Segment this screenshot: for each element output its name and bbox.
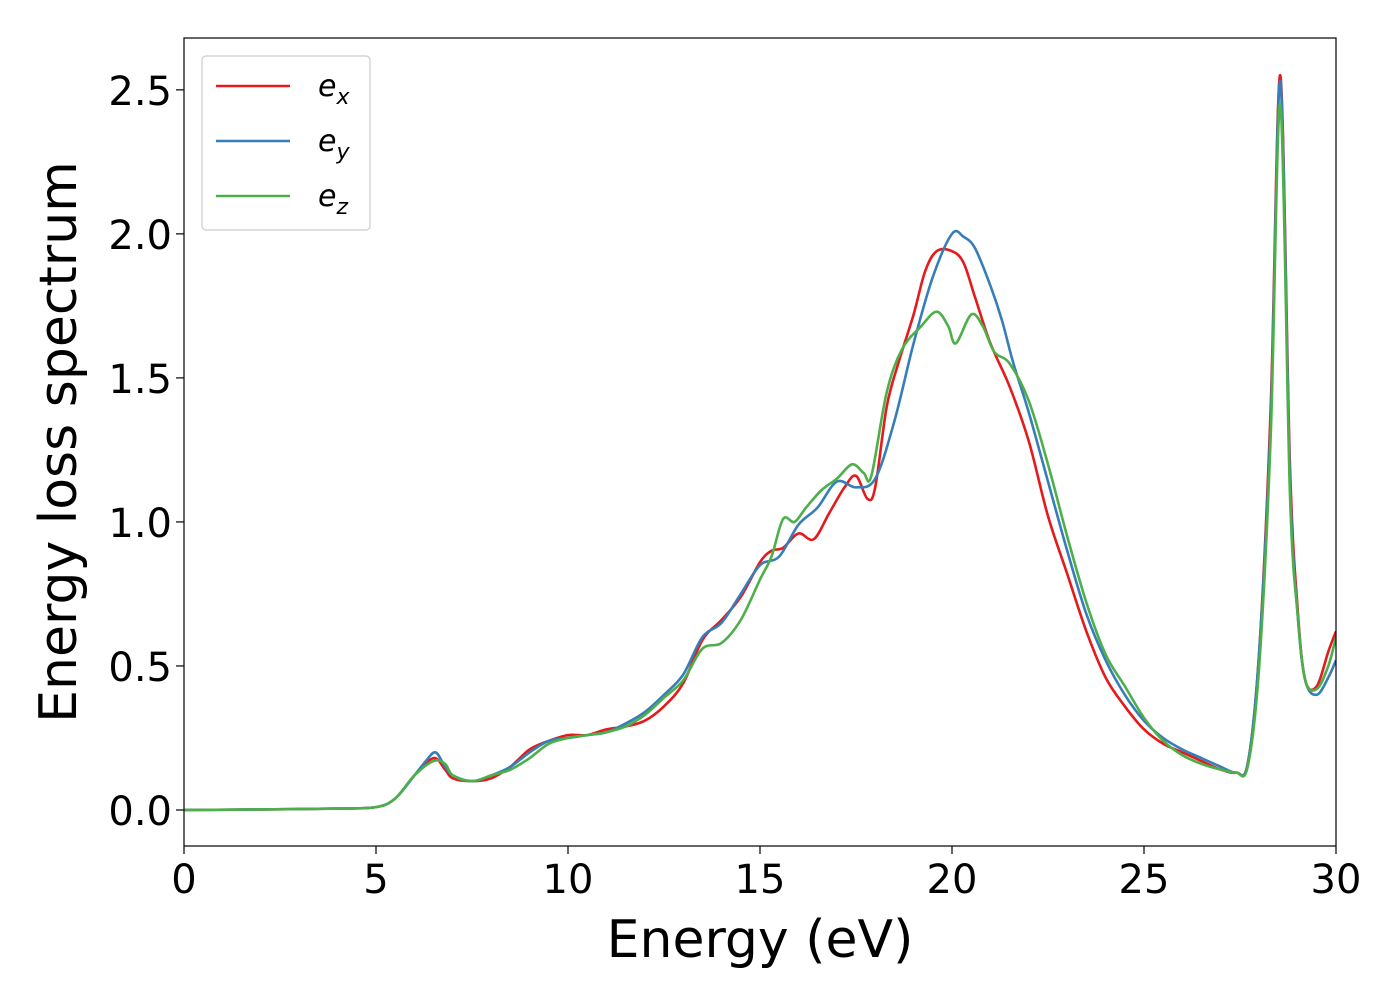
x-tick-label: 5 bbox=[363, 857, 388, 903]
y-tick-label: 0.5 bbox=[108, 645, 172, 691]
y-axis-title: Energy loss spectrum bbox=[29, 161, 89, 723]
y-tick-label: 1.5 bbox=[108, 357, 172, 403]
legend: ex ey ez bbox=[201, 55, 371, 231]
x-axis-title: Energy (eV) bbox=[607, 910, 914, 970]
x-tick-label: 25 bbox=[1119, 857, 1170, 903]
y-tick-label: 0.0 bbox=[108, 789, 172, 835]
x-tick-label: 0 bbox=[171, 857, 196, 903]
y-axis: 0.0 0.5 1.0 1.5 2.0 2.5 bbox=[108, 69, 184, 835]
y-tick-label: 2.5 bbox=[108, 69, 172, 115]
series-line-z bbox=[184, 102, 1336, 812]
legend-label-z: ez bbox=[318, 179, 348, 220]
x-tick-label: 10 bbox=[543, 857, 594, 903]
x-tick-label: 30 bbox=[1311, 857, 1362, 903]
legend-label-x: ex bbox=[318, 69, 350, 110]
y-tick-label: 2.0 bbox=[108, 213, 172, 259]
series-layer bbox=[184, 74, 1336, 812]
x-axis: 0 5 10 15 20 25 30 bbox=[171, 846, 1361, 903]
legend-box bbox=[201, 55, 371, 231]
x-tick-label: 15 bbox=[735, 857, 786, 903]
y-tick-label: 1.0 bbox=[108, 501, 172, 547]
x-tick-label: 20 bbox=[927, 857, 978, 903]
legend-label-y: ey bbox=[318, 124, 350, 165]
